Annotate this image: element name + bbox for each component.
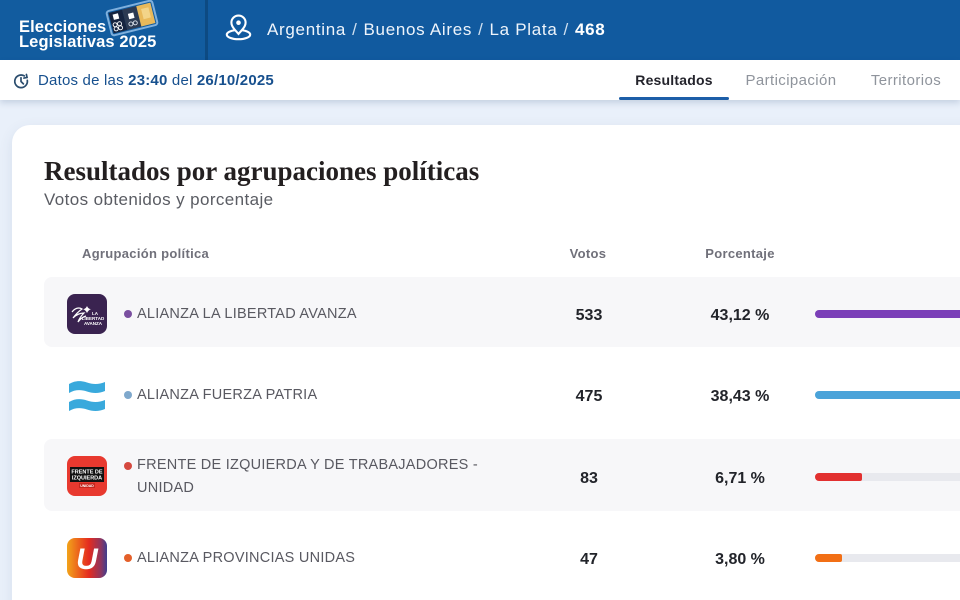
svg-text:U: U (76, 543, 99, 576)
svg-text:FRENTE DE: FRENTE DE (71, 470, 103, 476)
svg-text:IZQUIERDA: IZQUIERDA (72, 476, 102, 482)
svg-text:LIBERTAD: LIBERTAD (82, 316, 105, 321)
svg-text:AVANZA: AVANZA (84, 321, 103, 326)
svg-text:UNIDAD: UNIDAD (80, 484, 94, 488)
svg-text:LA: LA (92, 311, 99, 316)
